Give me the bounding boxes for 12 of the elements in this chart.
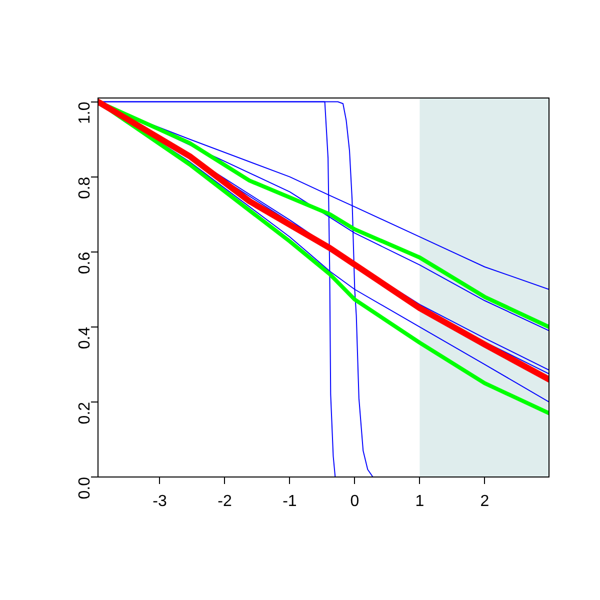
y-tick-label: 0.0 [76,476,94,500]
y-tick-label: 0.8 [76,176,94,200]
x-tick-label: 2 [480,493,490,510]
y-tick-label: 0.4 [76,326,94,350]
x-tick-label: -1 [282,493,297,510]
y-tick-label: 0.2 [76,402,94,424]
y-tick-label: 0.6 [76,252,94,274]
x-tick-label: -2 [218,493,232,510]
x-tick-label: -3 [152,493,167,510]
x-tick-label: 1 [415,493,424,510]
x-tick-label: 0 [350,493,360,510]
y-tick-label: 1.0 [76,102,94,124]
